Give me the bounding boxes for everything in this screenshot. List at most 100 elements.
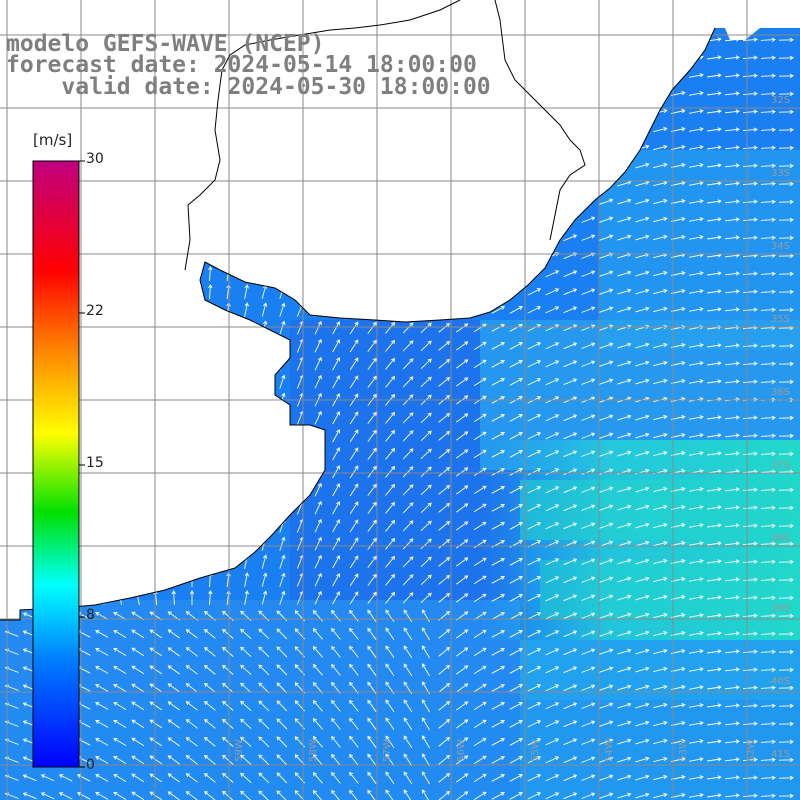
wind-arrow <box>332 591 340 605</box>
wind-arrow <box>385 483 396 496</box>
wind-arrow <box>724 271 740 276</box>
wind-arrow <box>258 682 270 694</box>
wind-arrow <box>689 793 704 798</box>
wind-arrow <box>653 774 668 781</box>
wind-arrow <box>742 685 758 690</box>
wind-arrow <box>778 55 794 61</box>
wind-arrow <box>760 721 776 726</box>
wind-arrow <box>724 595 740 600</box>
wind-arrow <box>707 271 722 276</box>
wind-arrow <box>689 685 704 690</box>
wind-arrow <box>527 360 542 368</box>
wind-arrow <box>473 323 487 333</box>
wind-arrow <box>707 685 722 690</box>
wind-arrow <box>167 665 180 675</box>
wind-arrow <box>208 266 213 282</box>
wind-arrow <box>131 737 145 747</box>
wind-arrow <box>403 699 413 713</box>
wind-arrow <box>349 321 359 335</box>
wind-arrow <box>527 720 542 728</box>
wind-arrow <box>509 306 523 314</box>
wind-arrow <box>742 649 758 654</box>
wind-arrow <box>331 735 341 748</box>
wind-arrow <box>563 342 578 350</box>
wind-arrow <box>403 753 413 767</box>
lon-label: 58W <box>307 739 319 762</box>
wind-arrow <box>760 613 776 618</box>
wind-arrow <box>402 466 414 478</box>
colorbar-tick-0: 0 <box>86 757 95 773</box>
wind-arrow <box>707 757 722 762</box>
wind-arrow <box>689 271 704 276</box>
wind-arrow <box>635 540 650 547</box>
wind-arrow <box>509 342 523 350</box>
wind-arrow <box>707 127 722 132</box>
wind-arrow <box>456 323 469 333</box>
wind-arrow <box>599 558 614 565</box>
wind-arrow <box>491 738 505 746</box>
wind-arrow <box>385 573 396 586</box>
wind-arrow <box>724 91 740 96</box>
wind-arrow <box>95 756 109 764</box>
wind-arrow <box>742 289 758 294</box>
wind-arrow <box>760 703 776 708</box>
wind-arrow <box>420 358 432 370</box>
wind-arrow <box>349 555 359 569</box>
wind-arrow <box>724 703 740 708</box>
wind-arrow <box>438 467 451 477</box>
wind-arrow <box>473 557 487 567</box>
colorbar <box>32 160 80 768</box>
wind-arrow <box>563 648 578 656</box>
wind-arrow <box>332 537 340 551</box>
wind-arrow <box>742 163 758 168</box>
wind-arrow <box>760 487 776 492</box>
wind-arrow <box>491 414 505 422</box>
wind-arrow <box>653 684 668 691</box>
wind-arrow <box>349 537 359 551</box>
wind-arrow <box>599 288 614 295</box>
wind-arrow <box>385 411 396 424</box>
wind-arrow <box>778 343 794 349</box>
wind-arrow <box>742 523 758 528</box>
wind-arrow <box>653 450 668 457</box>
wind-arrow <box>599 450 614 457</box>
wind-arrow <box>403 735 413 749</box>
wind-arrow <box>367 717 377 730</box>
wind-arrow <box>312 610 323 622</box>
wind-arrow <box>527 612 542 620</box>
wind-arrow <box>95 666 109 674</box>
wind-arrow <box>742 667 758 672</box>
wind-arrow <box>244 590 249 605</box>
wind-arrow <box>385 519 396 532</box>
wind-arrow <box>760 541 776 546</box>
wind-arrow <box>689 235 704 240</box>
wind-arrow <box>545 648 560 656</box>
wind-arrow <box>509 414 523 422</box>
wind-arrow <box>509 648 523 656</box>
wind-arrow <box>653 216 668 223</box>
wind-arrow <box>420 520 432 532</box>
wind-arrow <box>367 339 377 352</box>
wind-arrow <box>545 486 560 494</box>
wind-arrow <box>527 756 542 764</box>
wind-arrow <box>527 792 542 800</box>
wind-arrow <box>778 559 794 565</box>
wind-arrow <box>707 109 722 114</box>
wind-arrow <box>167 701 180 711</box>
wind-arrow <box>240 628 252 640</box>
wind-arrow <box>222 646 234 657</box>
wind-arrow <box>707 91 722 96</box>
wind-arrow <box>456 467 469 477</box>
wind-arrow <box>563 792 578 800</box>
wind-arrow <box>653 612 668 619</box>
wind-arrow <box>349 735 359 748</box>
wind-arrow <box>778 487 794 493</box>
wind-arrow <box>724 127 740 132</box>
wind-arrow <box>599 432 614 439</box>
colorbar-tick-22: 22 <box>86 303 104 319</box>
lat-label: 32S <box>771 95 791 106</box>
wind-arrow <box>778 217 794 223</box>
wind-arrow <box>599 774 614 781</box>
wind-arrow <box>113 683 127 692</box>
wind-arrow <box>724 217 740 222</box>
